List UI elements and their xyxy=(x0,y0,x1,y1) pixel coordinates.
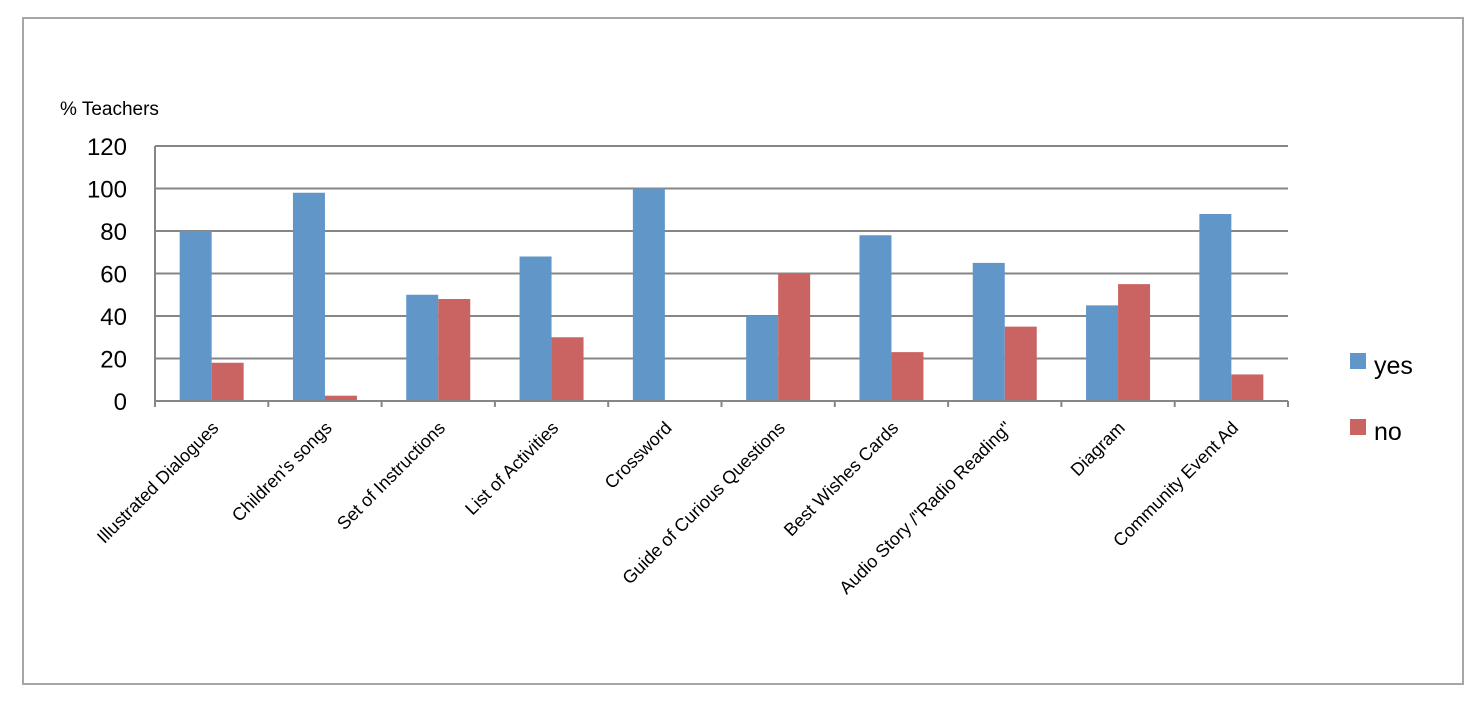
legend-label-yes: yes xyxy=(1374,352,1413,380)
legend-swatch-yes xyxy=(1350,353,1366,369)
category-label: Diagram xyxy=(1067,418,1129,480)
y-tick-label: 80 xyxy=(100,219,127,246)
bar-yes xyxy=(179,231,212,401)
legend-swatch-no xyxy=(1350,419,1366,435)
bar-yes xyxy=(1199,214,1232,401)
bar-yes xyxy=(859,235,892,401)
bar-yes xyxy=(972,262,1005,401)
legend-label-no: no xyxy=(1374,418,1402,446)
bar-yes xyxy=(519,256,552,401)
category-label: List of Activities xyxy=(461,418,562,519)
bars xyxy=(179,188,1264,401)
category-label: Community Event Ad xyxy=(1109,418,1242,551)
bar-no xyxy=(1118,284,1151,401)
y-tick-label: 120 xyxy=(87,134,127,161)
legend: yes no xyxy=(1350,352,1413,446)
bar-no xyxy=(778,273,811,401)
bar-yes xyxy=(746,316,779,401)
category-label: Illustrated Dialogues xyxy=(93,418,222,547)
category-label: Set of Instructions xyxy=(333,418,449,534)
category-label: Best Wishes Cards xyxy=(780,418,902,540)
bar-no xyxy=(891,352,924,401)
y-tick-label: 40 xyxy=(100,304,127,331)
bar-yes xyxy=(406,294,439,401)
bar-no xyxy=(1231,374,1264,401)
y-tick-label: 0 xyxy=(114,389,127,416)
y-tick-label: 60 xyxy=(100,262,127,289)
category-label: Crossword xyxy=(601,418,676,493)
axes xyxy=(154,146,1289,407)
bar-yes xyxy=(632,188,665,401)
y-tick-labels: 0 20 40 60 80 100 120 xyxy=(87,134,127,416)
bar-no xyxy=(438,299,471,401)
y-tick-label: 100 xyxy=(87,177,127,204)
y-tick-label: 20 xyxy=(100,347,127,374)
bar-no xyxy=(211,362,244,401)
y-axis-label: % Teachers xyxy=(60,99,159,120)
bar-no xyxy=(551,337,584,401)
bar-no xyxy=(324,395,357,401)
bar-yes xyxy=(1086,305,1119,401)
category-label: Children's songs xyxy=(228,418,336,526)
category-labels: Illustrated Dialogues Children's songsSet… xyxy=(93,418,1242,598)
bar-no xyxy=(1004,326,1037,401)
bar-yes xyxy=(292,192,325,401)
